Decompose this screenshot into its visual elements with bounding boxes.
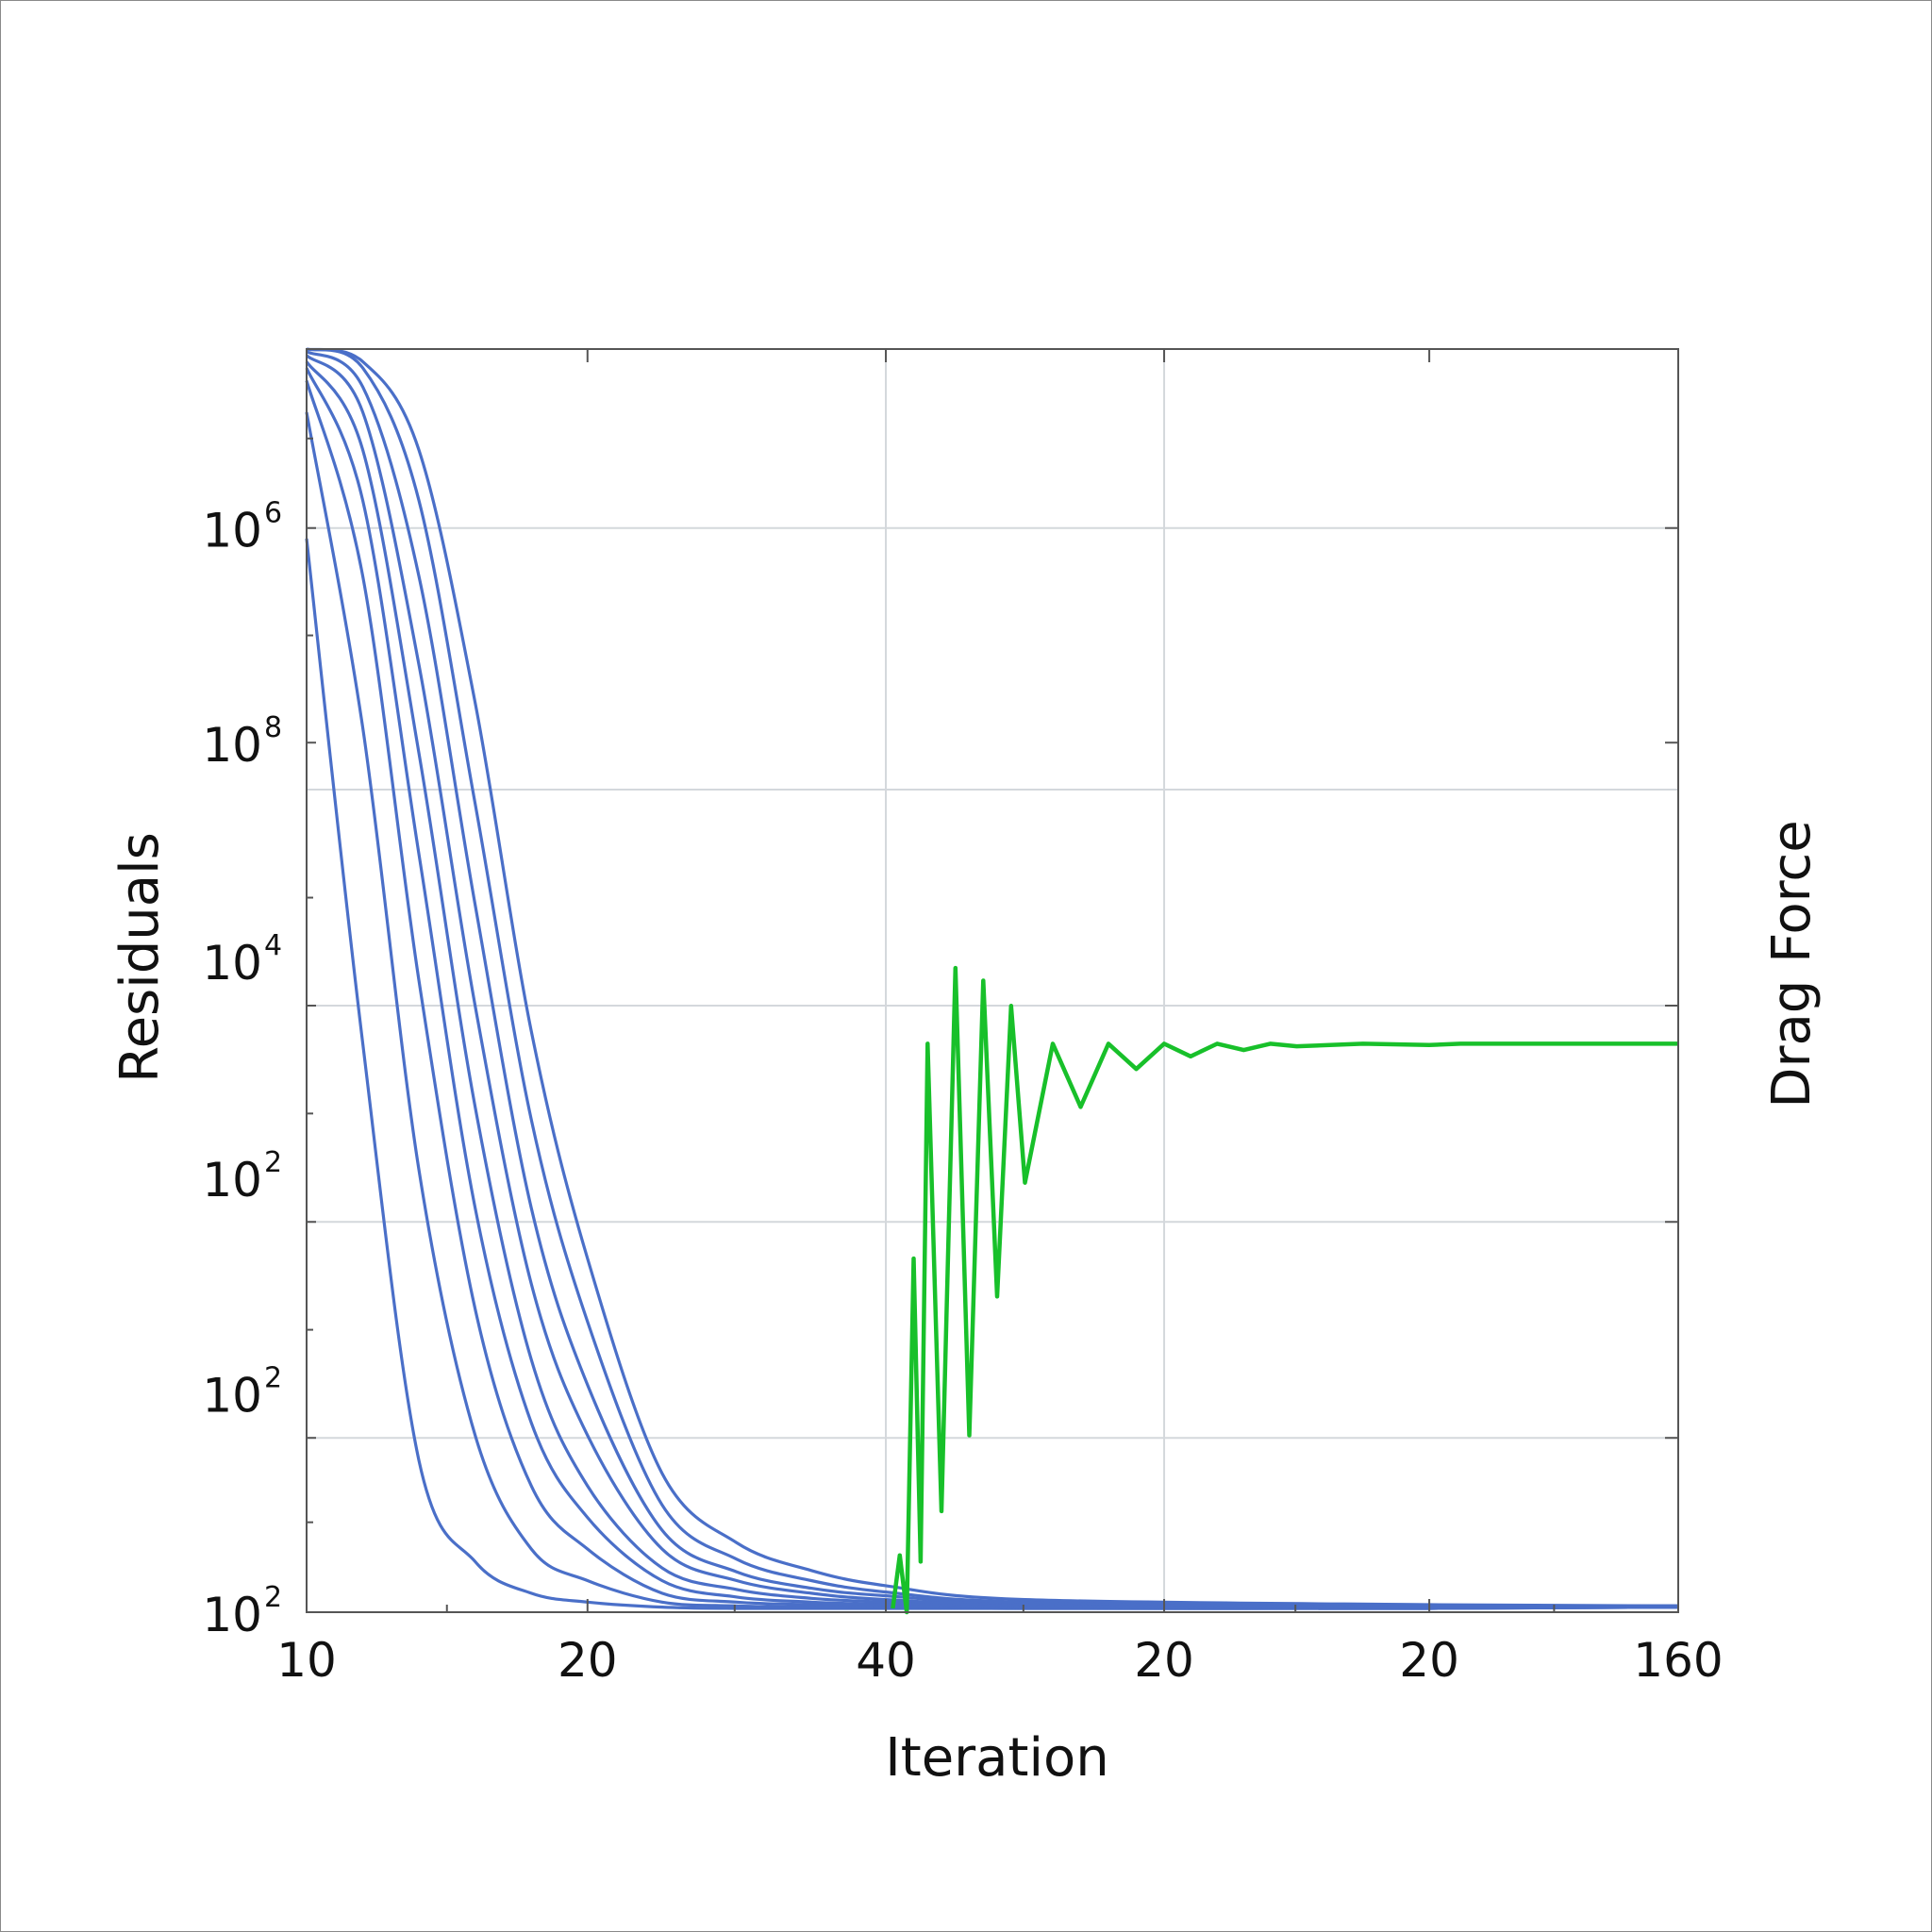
y2-axis-title: Drag Force xyxy=(1761,820,1823,1108)
y-tick-label-2: 10 4 xyxy=(202,929,282,991)
grid xyxy=(307,349,1678,1612)
residual-line-7 xyxy=(306,347,1679,1608)
residual-line-2 xyxy=(305,380,1679,1610)
ticks xyxy=(306,349,1679,1613)
x-tick-label-4: 20 xyxy=(1399,1633,1459,1688)
plot-area-border xyxy=(306,348,1679,1613)
x-tick-labels: 10 20 40 20 20 160 xyxy=(276,1633,1724,1688)
y-tick-label-0: 10 6 xyxy=(202,497,282,558)
y-tick-label-exp-0: 6 xyxy=(264,497,282,530)
residual-line-5 xyxy=(305,354,1679,1609)
residual-line-4 xyxy=(305,360,1679,1609)
y-tick-label-exp-5: 2 xyxy=(264,1581,282,1614)
y-tick-label-base-1: 10 xyxy=(202,718,262,773)
series-group xyxy=(305,347,1679,1615)
y-tick-label-5: 10 2 xyxy=(202,1581,282,1642)
y-tick-label-exp-4: 2 xyxy=(264,1362,282,1395)
residual-line-8 xyxy=(306,347,1679,1607)
x-tick-label-2: 40 xyxy=(856,1633,916,1688)
y-axis-title: Residuals xyxy=(109,832,171,1083)
drag-force-line xyxy=(891,965,1678,1615)
residual-line-1 xyxy=(305,411,1679,1610)
y-tick-labels: 10 610 810 410 210 210 2 xyxy=(202,497,282,1642)
x-tick-label-5: 160 xyxy=(1633,1633,1723,1688)
x-tick-label-0: 10 xyxy=(276,1633,337,1688)
y-tick-label-base-2: 10 xyxy=(202,936,262,991)
x-tick-label-1: 20 xyxy=(558,1633,618,1688)
y-tick-label-4: 10 2 xyxy=(202,1362,282,1424)
y-tick-label-base-3: 10 xyxy=(202,1153,262,1208)
x-axis-title: Iteration xyxy=(885,1727,1109,1789)
y-tick-label-exp-1: 8 xyxy=(264,711,282,744)
y-tick-label-1: 10 8 xyxy=(202,711,282,773)
y-tick-label-base-0: 10 xyxy=(202,504,262,558)
y-tick-label-base-4: 10 xyxy=(202,1369,262,1424)
residual-line-3 xyxy=(305,367,1678,1609)
y-tick-label-exp-3: 2 xyxy=(264,1146,282,1179)
y-tick-label-exp-2: 4 xyxy=(264,929,282,962)
y-tick-label-3: 10 2 xyxy=(202,1146,282,1208)
residual-line-6 xyxy=(306,350,1679,1608)
x-tick-label-3: 20 xyxy=(1134,1633,1194,1688)
y-tick-label-base-5: 10 xyxy=(202,1588,262,1642)
residual-line-0 xyxy=(305,538,1679,1610)
